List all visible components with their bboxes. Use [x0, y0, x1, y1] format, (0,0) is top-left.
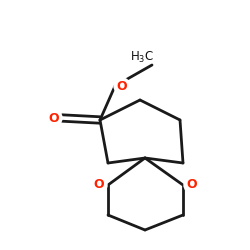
- Circle shape: [91, 177, 107, 193]
- Text: H$_3$C: H$_3$C: [130, 50, 154, 64]
- Circle shape: [46, 110, 62, 126]
- Text: O: O: [49, 112, 59, 124]
- Text: O: O: [94, 178, 104, 192]
- Text: O: O: [187, 178, 197, 192]
- Circle shape: [114, 78, 130, 94]
- Circle shape: [184, 177, 200, 193]
- Text: O: O: [117, 80, 127, 92]
